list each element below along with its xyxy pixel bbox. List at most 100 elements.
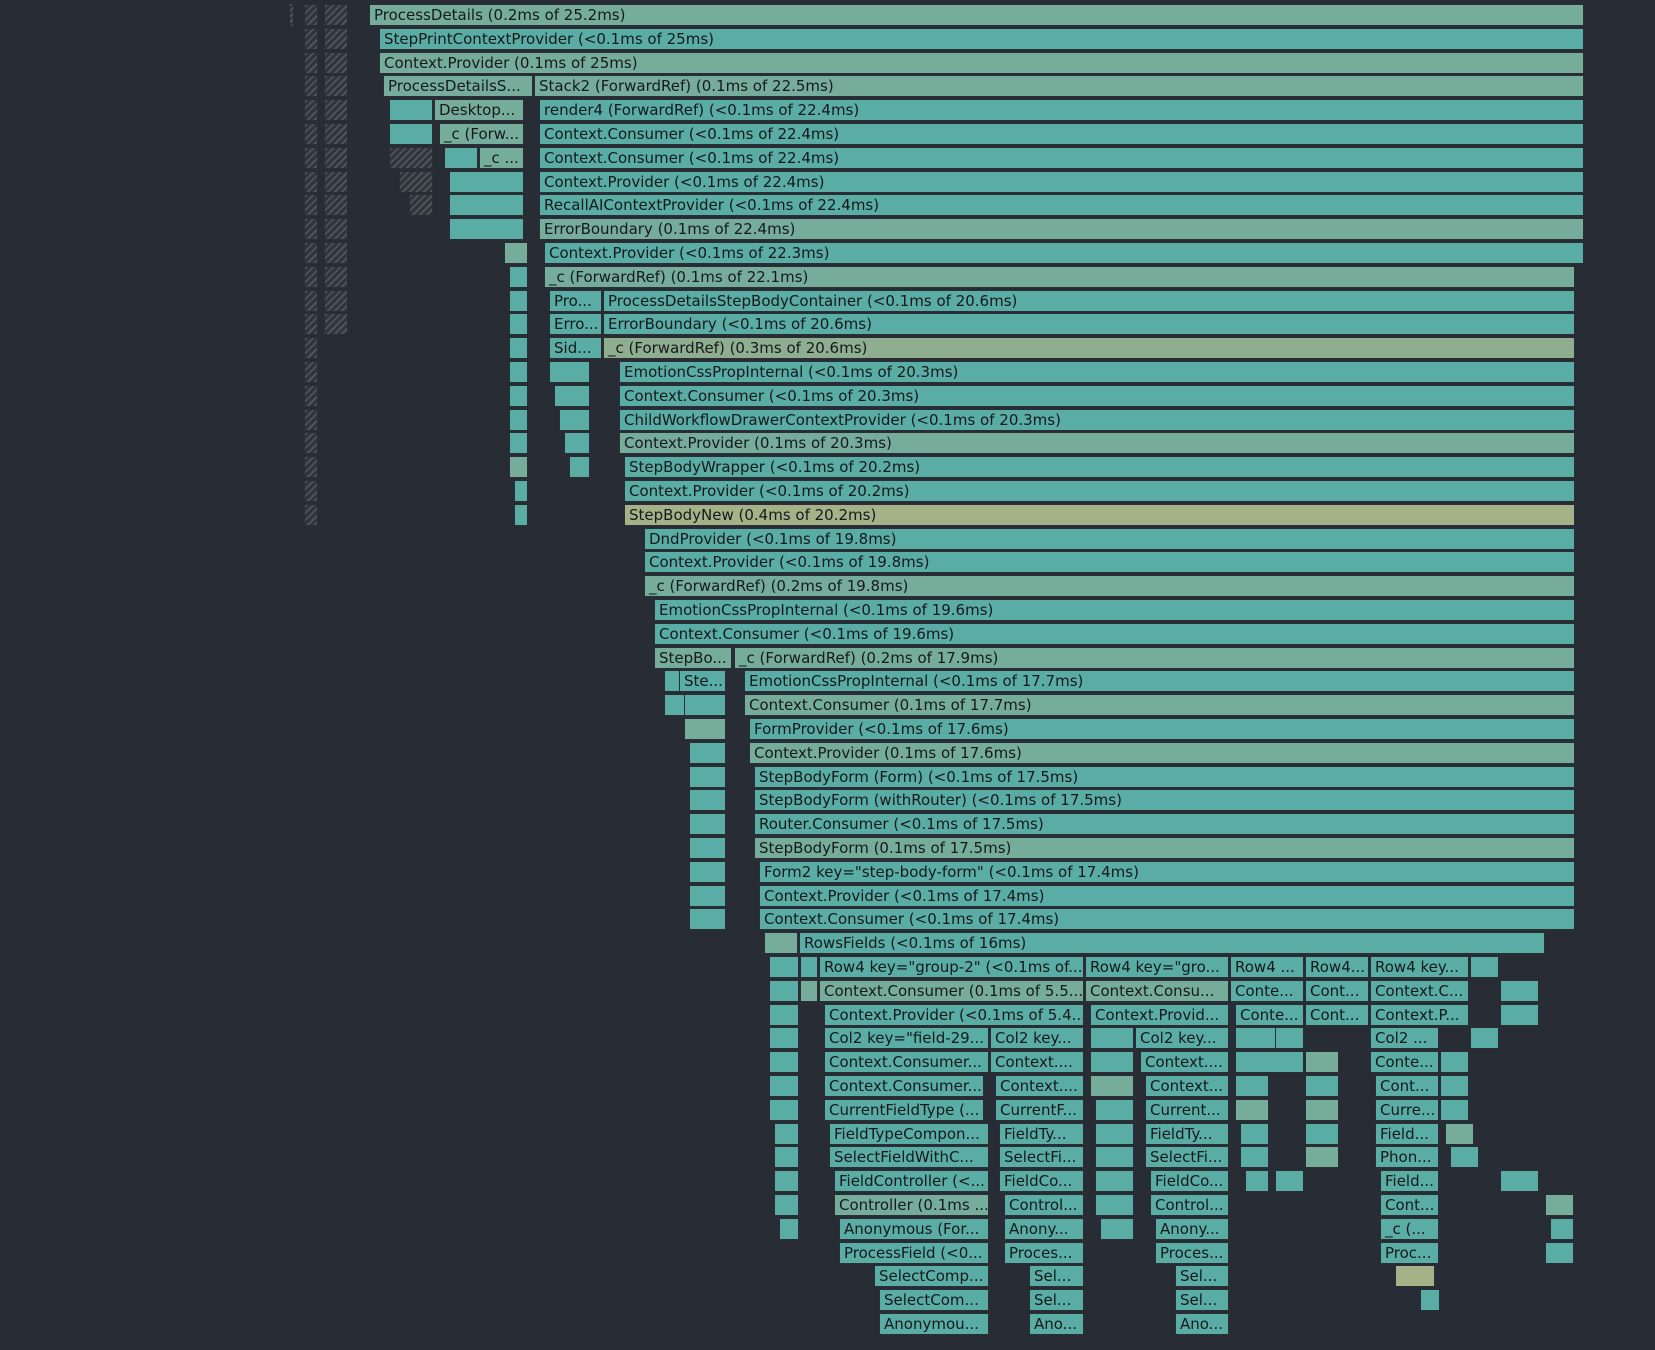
flame-frame-child[interactable] xyxy=(449,194,524,217)
hatch-frame[interactable] xyxy=(324,146,348,169)
flame-frame[interactable]: Proces... xyxy=(1004,1241,1084,1264)
flame-frame[interactable]: ProcessDetails (0.2ms of 25.2ms) xyxy=(369,4,1584,26)
flame-frame[interactable]: StepBodyForm (0.1ms of 17.5ms) xyxy=(754,837,1575,859)
flame-frame-child[interactable] xyxy=(1090,1051,1134,1074)
flame-frame[interactable]: Context.Provider (<0.1ms of 20.2ms) xyxy=(624,480,1575,502)
flame-frame[interactable]: Sid... xyxy=(549,337,602,360)
flame-frame[interactable]: StepPrintContextProvider (<0.1ms of 25ms… xyxy=(379,27,1584,50)
flame-frame[interactable]: Controller (0.1ms ... xyxy=(834,1194,989,1216)
flame-frame-child[interactable] xyxy=(779,1217,799,1240)
flame-frame[interactable]: StepBo... xyxy=(654,646,732,669)
flame-frame-child[interactable] xyxy=(1550,1217,1574,1240)
flame-frame[interactable]: _c (... xyxy=(1380,1217,1439,1240)
flame-frame[interactable]: Sel... xyxy=(1029,1289,1084,1312)
flame-frame[interactable]: Context.Consumer (<0.1ms of 22.4ms) xyxy=(539,123,1584,145)
flame-frame[interactable]: Context.Consumer (<0.1ms of 19.6ms) xyxy=(654,622,1575,645)
flame-frame[interactable]: _c (Forw... xyxy=(439,123,524,145)
flame-frame[interactable]: ProcessDetailsStepBodyContainer (<0.1ms … xyxy=(603,289,1575,312)
flame-frame-child[interactable] xyxy=(1420,1289,1440,1312)
flame-frame[interactable]: Context.Consumer (<0.1ms of 17.4ms) xyxy=(759,908,1575,931)
flame-frame-child[interactable] xyxy=(684,718,726,740)
flame-frame[interactable]: Conte... xyxy=(1230,979,1304,1002)
flame-frame-child[interactable] xyxy=(1395,1265,1435,1288)
flame-frame[interactable]: Stack2 (ForwardRef) (0.1ms of 22.5ms) xyxy=(534,75,1584,98)
flame-frame-child[interactable] xyxy=(1090,1075,1134,1097)
flame-frame[interactable]: Control... xyxy=(1150,1194,1229,1216)
flame-frame[interactable]: CurrentF... xyxy=(995,1098,1084,1121)
flame-frame[interactable]: Context... xyxy=(1145,1075,1229,1097)
flame-frame[interactable]: DndProvider (<0.1ms of 19.8ms) xyxy=(644,527,1575,550)
hatch-frame[interactable] xyxy=(304,432,318,455)
flame-frame[interactable]: Ano... xyxy=(1029,1313,1084,1335)
hatch-frame[interactable] xyxy=(304,408,318,431)
flame-frame-child[interactable] xyxy=(1500,1170,1539,1193)
flame-frame[interactable]: Row4... xyxy=(1305,956,1369,978)
hatch-frame[interactable] xyxy=(304,51,318,74)
flame-frame-child[interactable] xyxy=(769,1003,799,1026)
flame-frame[interactable]: Context.Provider (<0.1ms of 22.4ms) xyxy=(539,170,1584,193)
flame-frame-child[interactable] xyxy=(509,408,528,431)
flame-frame-child[interactable] xyxy=(800,979,818,1002)
flame-frame-child[interactable] xyxy=(514,480,528,502)
flame-frame[interactable]: EmotionCssPropInternal (<0.1ms of 19.6ms… xyxy=(654,599,1575,621)
flame-frame-child[interactable] xyxy=(1100,1217,1134,1240)
flame-frame[interactable]: Context.Consu... xyxy=(1085,979,1229,1002)
flame-frame-child[interactable] xyxy=(689,789,726,812)
flame-frame-child[interactable] xyxy=(1305,1146,1339,1169)
flame-frame[interactable]: Context.Consumer (<0.1ms of 20.3ms) xyxy=(619,384,1575,407)
flame-frame-child[interactable] xyxy=(774,1194,799,1216)
flame-frame[interactable]: _c (ForwardRef) (0.3ms of 20.6ms) xyxy=(603,337,1575,360)
flame-frame[interactable]: Control... xyxy=(1004,1194,1084,1216)
flame-frame[interactable]: ChildWorkflowDrawerContextProvider (<0.1… xyxy=(619,408,1575,431)
flame-frame-child[interactable] xyxy=(764,932,798,955)
flame-frame-child[interactable] xyxy=(769,956,799,978)
flame-frame[interactable]: Proces... xyxy=(1155,1241,1229,1264)
hatch-frame[interactable] xyxy=(304,313,318,336)
flame-frame[interactable]: Erro... xyxy=(549,313,602,336)
flame-frame-child[interactable] xyxy=(389,99,433,122)
flame-frame[interactable]: Context.Provider (<0.1ms of 17.4ms) xyxy=(759,884,1575,907)
flame-frame-child[interactable] xyxy=(1545,1241,1574,1264)
hatch-frame[interactable] xyxy=(304,194,318,217)
flame-frame-child[interactable] xyxy=(1305,1122,1339,1145)
flame-frame[interactable]: ProcessField (<0... xyxy=(839,1241,989,1264)
flame-frame[interactable]: StepBodyNew (0.4ms of 20.2ms) xyxy=(624,503,1575,526)
flame-frame-child[interactable] xyxy=(1305,1075,1339,1097)
flame-frame-child[interactable] xyxy=(689,884,726,907)
flame-frame[interactable]: CurrentFieldType (... xyxy=(824,1098,984,1121)
flame-frame[interactable]: Router.Consumer (<0.1ms of 17.5ms) xyxy=(754,813,1575,836)
flame-frame-child[interactable] xyxy=(444,146,478,169)
flame-frame[interactable]: Anony... xyxy=(1155,1217,1229,1240)
flame-frame[interactable]: Curre... xyxy=(1375,1098,1439,1121)
flame-frame[interactable]: ProcessDetailsS... xyxy=(383,75,533,98)
hatch-frame[interactable] xyxy=(304,75,318,98)
flame-frame[interactable]: Field... xyxy=(1380,1170,1439,1193)
flame-frame[interactable]: EmotionCssPropInternal (<0.1ms of 20.3ms… xyxy=(619,361,1575,383)
flame-frame[interactable]: Context.Provider (0.1ms of 25ms) xyxy=(379,51,1584,74)
flame-frame-child[interactable] xyxy=(509,361,528,383)
flame-frame[interactable]: RowsFields (<0.1ms of 16ms) xyxy=(799,932,1545,955)
flame-frame[interactable]: SelectCom... xyxy=(879,1289,989,1312)
flame-frame-child[interactable] xyxy=(1440,1075,1469,1097)
hatch-frame[interactable] xyxy=(324,218,348,241)
flame-frame[interactable]: Context.Provider (<0.1ms of 5.4... xyxy=(824,1003,1084,1026)
flame-frame[interactable]: Sel... xyxy=(1029,1265,1084,1288)
flame-frame-child[interactable] xyxy=(554,384,590,407)
flame-frame[interactable]: Cont... xyxy=(1305,979,1369,1002)
flame-frame-child[interactable] xyxy=(1235,1051,1304,1074)
flame-frame[interactable]: Context.C... xyxy=(1370,979,1469,1002)
flame-frame-child[interactable] xyxy=(1305,1051,1339,1074)
flame-frame[interactable]: Context.Provider (0.1ms of 17.6ms) xyxy=(749,741,1575,764)
flame-frame[interactable]: Row4 ... xyxy=(1230,956,1304,978)
flame-frame-child[interactable] xyxy=(774,1146,799,1169)
hatch-frame[interactable] xyxy=(304,242,318,264)
hatch-frame[interactable] xyxy=(304,218,318,241)
flame-frame[interactable]: ErrorBoundary (<0.1ms of 20.6ms) xyxy=(603,313,1575,336)
flame-frame-child[interactable] xyxy=(514,503,528,526)
flame-frame-child[interactable] xyxy=(1245,1170,1269,1193)
hatch-frame[interactable] xyxy=(324,313,348,336)
hatch-frame[interactable] xyxy=(324,99,348,122)
hatch-frame[interactable] xyxy=(304,361,318,383)
flame-frame-child[interactable] xyxy=(509,384,528,407)
flame-frame[interactable]: _c (ForwardRef) (0.1ms of 22.1ms) xyxy=(544,265,1575,288)
